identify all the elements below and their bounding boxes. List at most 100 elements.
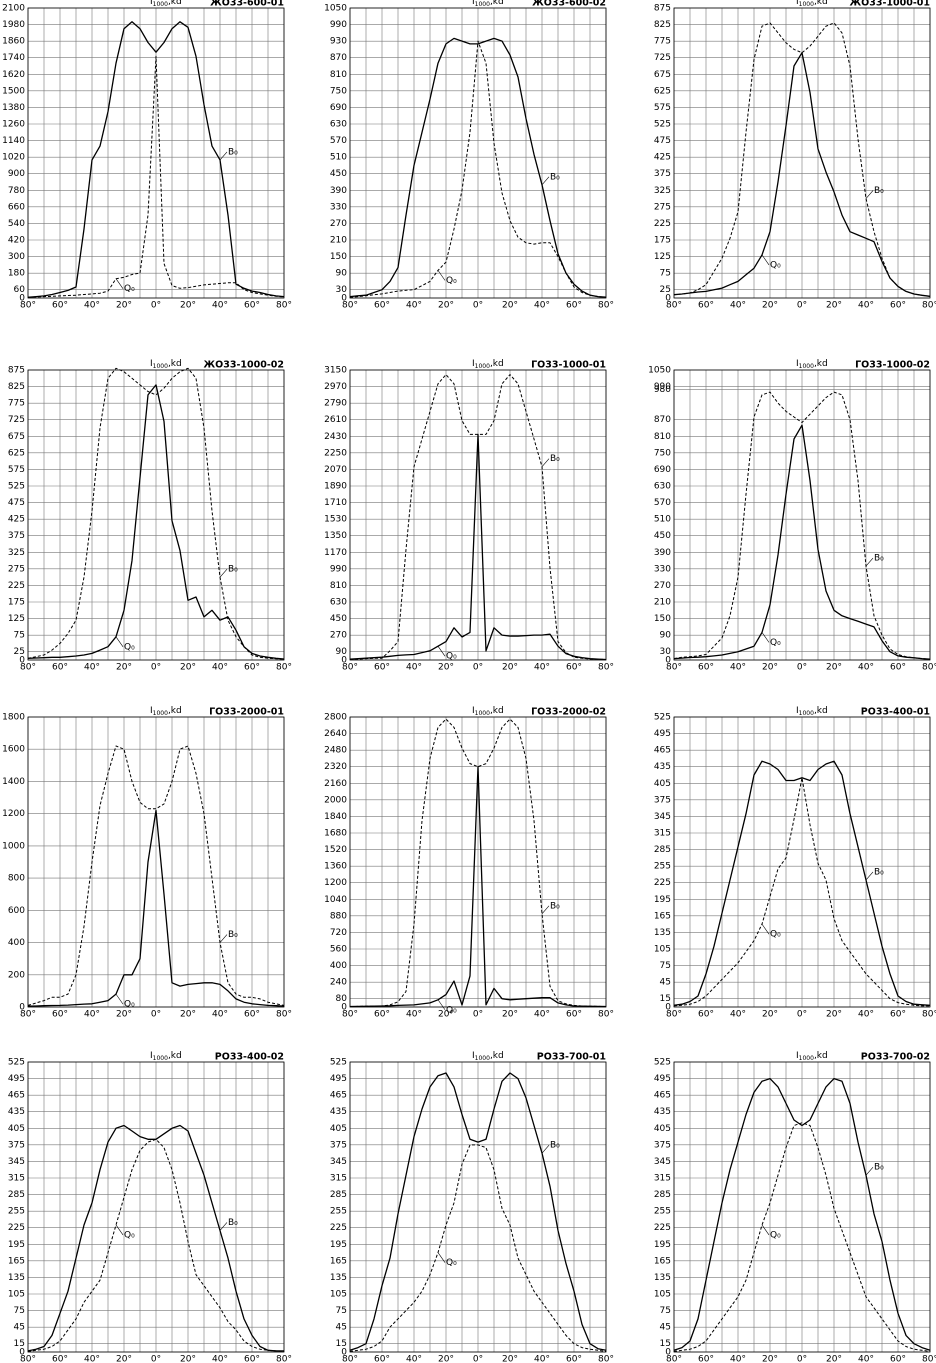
x-tick-label: 80°	[276, 1010, 292, 1020]
y-tick-label: 315	[654, 829, 671, 839]
y-tick-label: 90	[660, 631, 672, 641]
y-tick-label: 1050	[324, 4, 347, 14]
x-tick-label: 20°	[762, 301, 778, 311]
y-tick-label: 775	[654, 37, 671, 47]
label-leader	[115, 993, 124, 1005]
y-label-symbol: I	[796, 1051, 799, 1061]
x-tick-label: 80°	[342, 663, 358, 673]
series-label: Q₀	[770, 260, 781, 270]
y-label-unit: ,kd	[168, 706, 182, 716]
y-tick-label: 1040	[324, 895, 347, 905]
y-tick-label: 1050	[648, 366, 671, 376]
y-tick-label: 0	[665, 656, 671, 666]
y-tick-label: 660	[8, 202, 25, 212]
y-label-subscript: 1000	[799, 1055, 814, 1062]
y-axis-label: I1000,kd	[150, 1051, 182, 1062]
y-tick-label: 400	[330, 961, 347, 971]
y-tick-label: 0	[665, 294, 671, 304]
y-label-subscript: 1000	[475, 710, 490, 717]
x-tick-label: 20°	[180, 1355, 196, 1363]
series-line	[349, 718, 607, 1007]
y-tick-label: 675	[8, 432, 25, 442]
x-tick-label: 20°	[116, 1355, 132, 1363]
x-tick-label: 0°	[151, 1355, 161, 1363]
chart: 80° 60° 40° 20° 0° 20° 40° 60° 80°01545751051351…	[654, 706, 936, 1020]
x-tick-label: 40°	[730, 1010, 746, 1020]
y-tick-label: 195	[330, 1240, 347, 1250]
plot-frame	[673, 369, 931, 661]
y-tick-label: 2250	[324, 448, 347, 458]
y-label-unit: ,kd	[814, 706, 828, 716]
y-tick-label: 1260	[2, 120, 25, 130]
y-tick-label: 135	[330, 1273, 347, 1283]
x-tick-label: 40°	[730, 301, 746, 311]
x-tick-label: 0°	[797, 301, 807, 311]
y-tick-label: 1500	[2, 86, 25, 96]
y-tick-label: 1530	[324, 515, 347, 525]
y-tick-label: 425	[8, 515, 25, 525]
y-tick-label: 30	[660, 647, 672, 657]
y-tick-label: 400	[8, 938, 25, 948]
y-tick-label: 375	[8, 1140, 25, 1150]
x-tick-label: 20°	[762, 1355, 778, 1363]
x-tick-label: 40°	[534, 1010, 550, 1020]
y-tick-label: 255	[654, 1207, 671, 1217]
series-label: B₀	[228, 930, 238, 940]
series-line	[673, 52, 931, 297]
x-tick-label: 40°	[406, 1010, 422, 1020]
y-label-subscript: 1000	[153, 710, 168, 717]
plot-frame	[349, 716, 607, 1008]
y-tick-label: 750	[654, 448, 671, 458]
x-tick-label: 60°	[566, 663, 582, 673]
chart: 80° 60° 40° 20° 0° 20° 40° 60° 80°02004006008001…	[2, 706, 292, 1020]
y-tick-label: 990	[654, 382, 671, 392]
y-tick-label: 345	[8, 1157, 25, 1167]
y-tick-label: 465	[330, 1091, 347, 1101]
x-tick-label: 60°	[374, 301, 390, 311]
y-tick-label: 135	[654, 928, 671, 938]
y-axis-label: I1000,kd	[472, 359, 504, 370]
y-tick-label: 690	[330, 103, 347, 113]
x-tick-label: 20°	[502, 301, 518, 311]
x-tick-label: 60°	[244, 1355, 260, 1363]
y-tick-label: 875	[654, 4, 671, 14]
chart-title: ЖО33-600-02	[532, 0, 606, 9]
y-label-symbol: I	[150, 1051, 153, 1061]
y-label-symbol: I	[150, 706, 153, 716]
y-tick-label: 870	[330, 53, 347, 63]
y-tick-label: 390	[330, 186, 347, 196]
x-tick-label: 80°	[598, 663, 614, 673]
x-tick-label: 40°	[730, 663, 746, 673]
y-tick-label: 725	[654, 53, 671, 63]
y-label-subscript: 1000	[153, 363, 168, 370]
y-tick-label: 525	[654, 713, 671, 723]
y-tick-label: 720	[330, 928, 347, 938]
label-leader	[115, 1224, 124, 1236]
y-tick-label: 575	[8, 465, 25, 475]
label-leader	[761, 254, 770, 266]
y-tick-label: 15	[14, 1339, 25, 1349]
x-tick-label: 60°	[374, 1010, 390, 1020]
y-tick-label: 750	[330, 86, 347, 96]
label-leader	[437, 646, 446, 657]
series-line	[27, 384, 285, 660]
x-tick-label: 20°	[438, 301, 454, 311]
y-tick-label: 1860	[2, 37, 25, 47]
y-tick-label: 420	[8, 236, 25, 246]
y-tick-label: 45	[660, 1323, 671, 1333]
y-tick-label: 1020	[2, 153, 25, 163]
y-label-subscript: 1000	[153, 1055, 168, 1062]
y-tick-label: 930	[330, 37, 347, 47]
y-tick-label: 285	[654, 1190, 671, 1200]
x-tick-label: 20°	[762, 1010, 778, 1020]
x-tick-label: 40°	[212, 301, 228, 311]
y-tick-label: 435	[330, 1107, 347, 1117]
y-tick-label: 0	[19, 656, 25, 666]
x-tick-label: 60°	[52, 1355, 68, 1363]
label-leader	[437, 1252, 446, 1263]
series-label: Q₀	[124, 1000, 135, 1010]
y-tick-label: 1840	[324, 812, 347, 822]
y-tick-label: 525	[8, 1058, 25, 1068]
x-tick-label: 20°	[438, 1355, 454, 1363]
y-tick-label: 510	[330, 153, 347, 163]
